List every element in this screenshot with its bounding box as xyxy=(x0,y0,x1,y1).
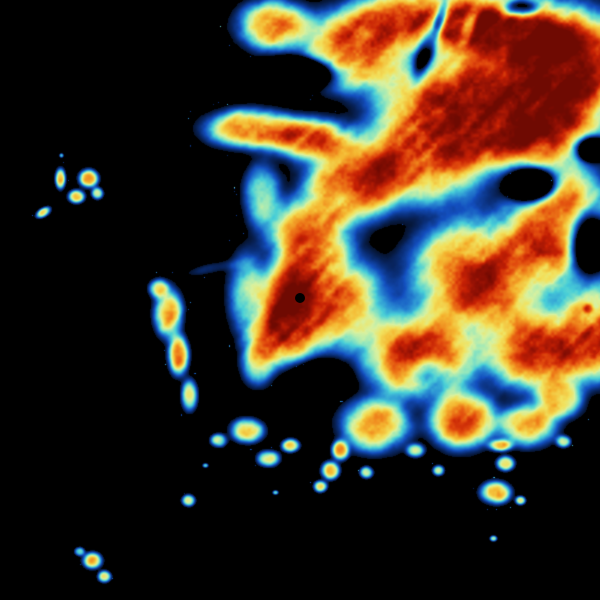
radar-reflectivity-canvas xyxy=(0,0,600,600)
radar-display xyxy=(0,0,600,600)
